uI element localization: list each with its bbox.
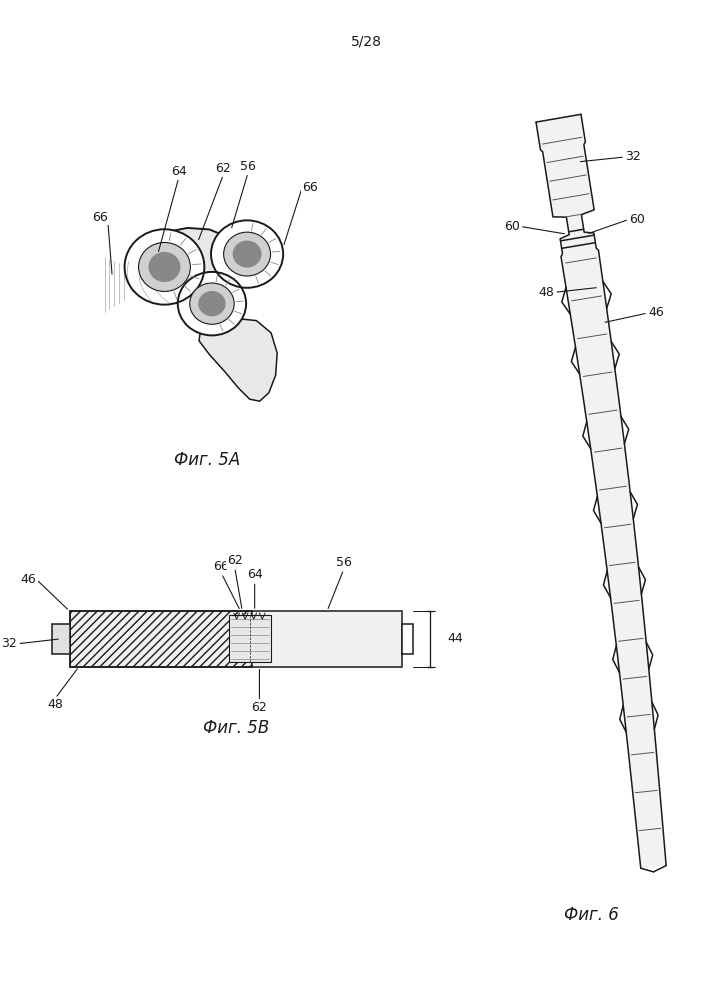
- Polygon shape: [131, 228, 240, 299]
- Ellipse shape: [139, 242, 190, 291]
- Text: 56: 56: [240, 160, 256, 173]
- Text: 46: 46: [21, 573, 36, 586]
- Text: 32: 32: [625, 150, 641, 163]
- Ellipse shape: [233, 241, 262, 268]
- Polygon shape: [52, 624, 69, 654]
- Text: 48: 48: [47, 698, 63, 711]
- Text: 66: 66: [214, 560, 229, 573]
- Polygon shape: [69, 611, 402, 667]
- Text: 66: 66: [92, 211, 107, 224]
- Text: 48: 48: [539, 286, 554, 299]
- Ellipse shape: [189, 283, 234, 324]
- Text: 66: 66: [302, 181, 318, 194]
- Polygon shape: [199, 318, 277, 401]
- Text: 64: 64: [247, 568, 262, 581]
- Polygon shape: [229, 615, 271, 662]
- Text: 5/28: 5/28: [351, 35, 382, 49]
- Text: 62: 62: [216, 162, 231, 175]
- Ellipse shape: [148, 252, 180, 282]
- Ellipse shape: [223, 232, 271, 276]
- Text: Фиг. 5А: Фиг. 5А: [174, 451, 240, 469]
- Ellipse shape: [177, 272, 246, 335]
- Text: 62: 62: [252, 701, 267, 714]
- Text: 32: 32: [1, 637, 17, 650]
- Ellipse shape: [198, 291, 226, 316]
- Text: 60: 60: [504, 220, 520, 233]
- Text: Фиг. 6: Фиг. 6: [564, 906, 619, 924]
- Polygon shape: [536, 114, 666, 868]
- Ellipse shape: [211, 220, 284, 288]
- Ellipse shape: [124, 229, 204, 305]
- Text: 64: 64: [171, 165, 187, 178]
- Text: 60: 60: [629, 213, 645, 226]
- Text: Фиг. 5В: Фиг. 5В: [203, 719, 269, 737]
- Text: 46: 46: [648, 306, 664, 319]
- Text: 62: 62: [227, 554, 243, 567]
- Text: 56: 56: [336, 556, 351, 569]
- Text: 44: 44: [448, 632, 463, 645]
- Polygon shape: [402, 624, 413, 654]
